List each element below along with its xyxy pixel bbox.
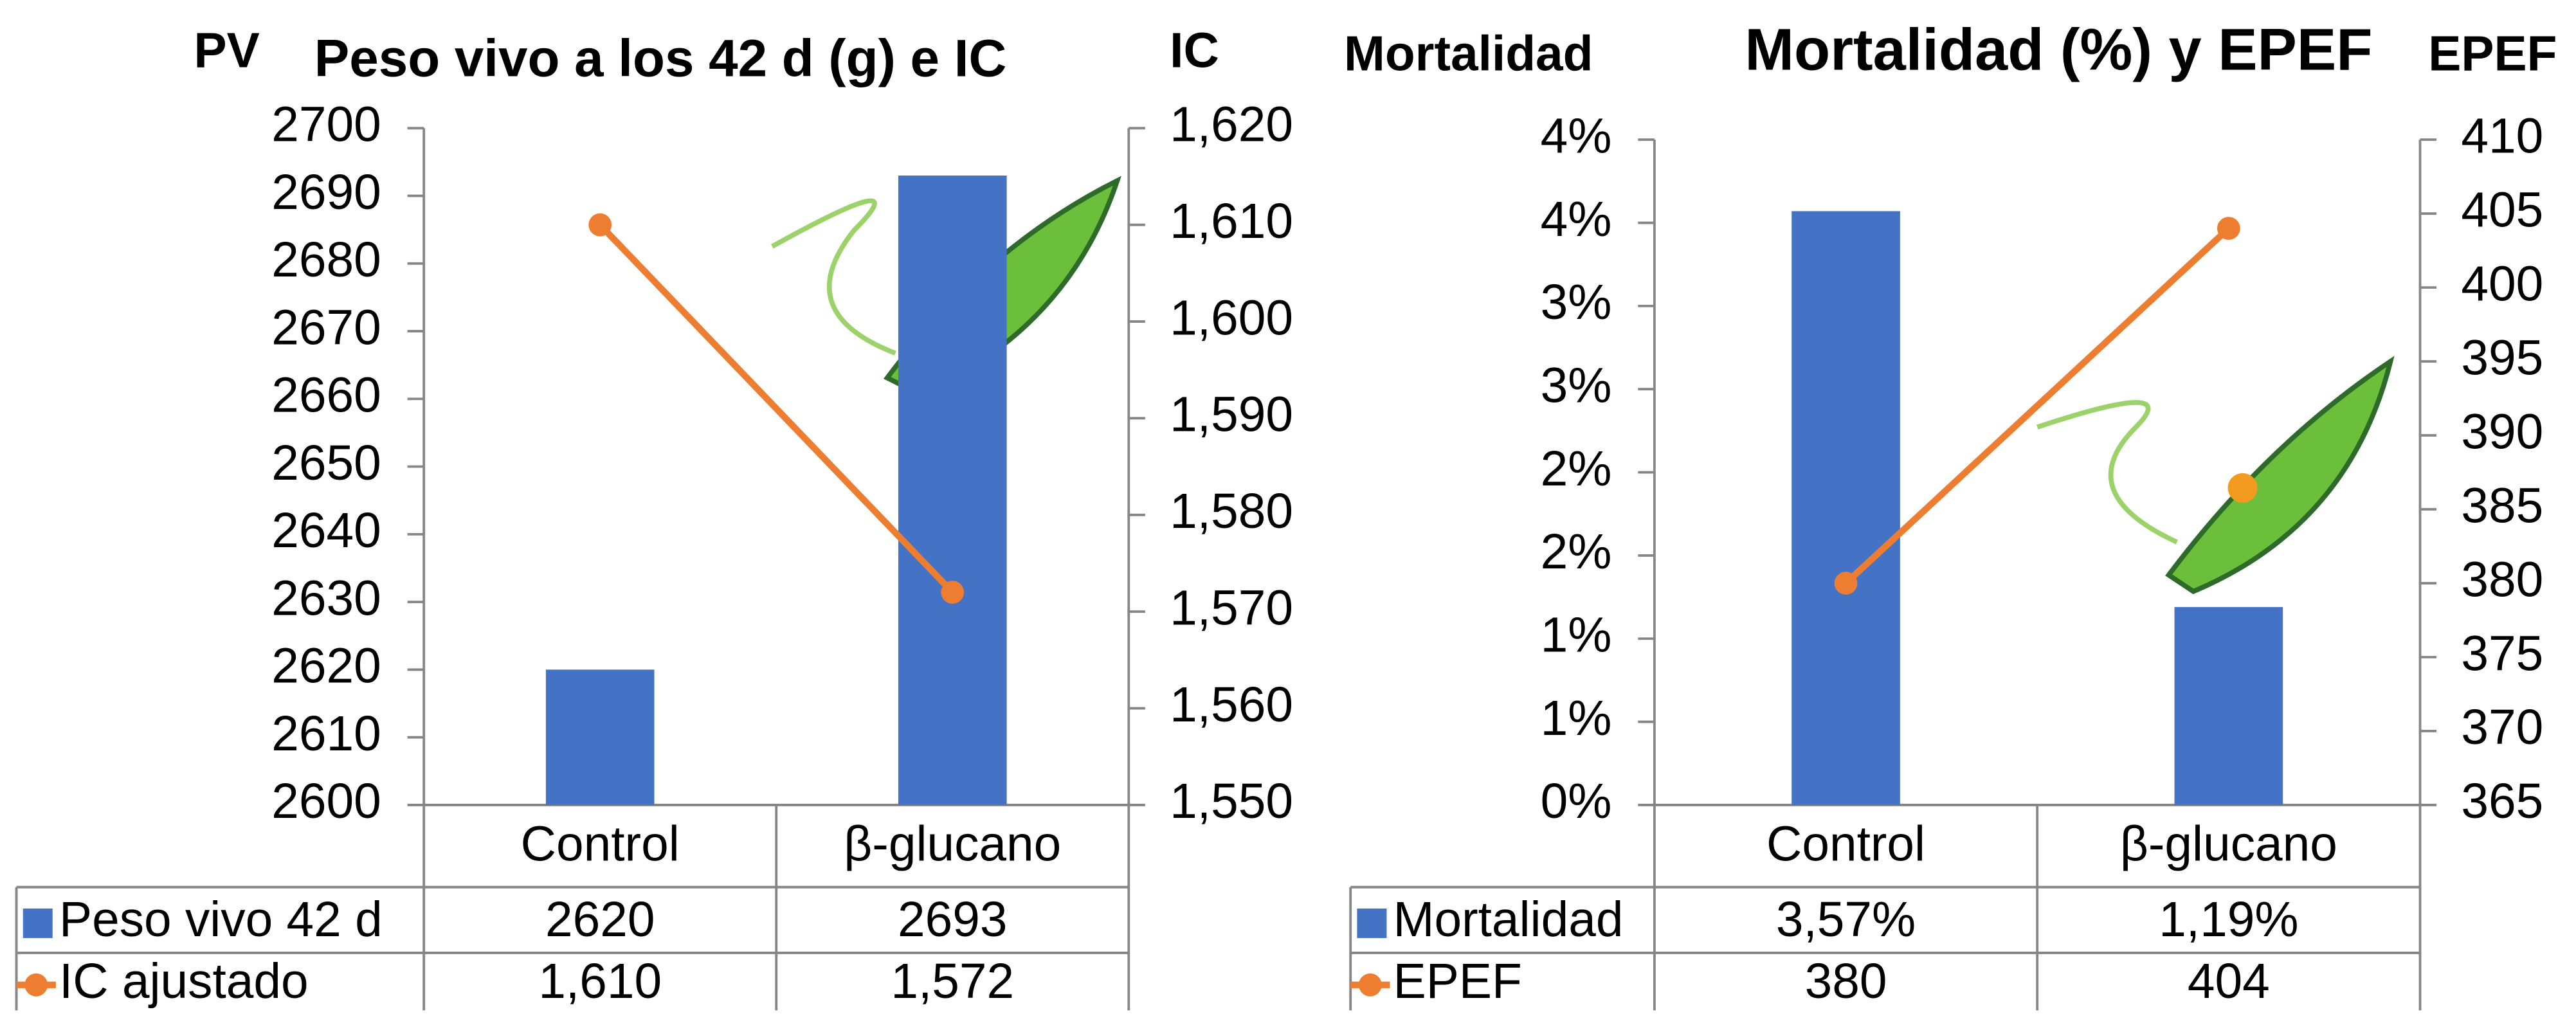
legend-marker xyxy=(23,908,53,938)
x-tick-label: β-glucano xyxy=(844,817,1061,872)
y2-tick-label: 375 xyxy=(2461,626,2543,681)
line xyxy=(597,222,955,595)
y2-tick-label: 390 xyxy=(2461,404,2543,459)
table-value: 1,572 xyxy=(891,954,1014,1009)
line-marker xyxy=(588,213,612,237)
table-value: 404 xyxy=(2188,954,2270,1009)
y-tick-label: 2% xyxy=(1541,525,1612,579)
legend-label: Mortalidad xyxy=(1393,892,1624,947)
y2-tick-label: 410 xyxy=(2461,109,2543,163)
bar xyxy=(1791,211,1900,805)
x-tick-label: β-glucano xyxy=(2120,817,2337,872)
x-tick-label: Control xyxy=(1766,817,1925,872)
y-axis-label: Mortalidad xyxy=(1344,27,1593,82)
y2-tick-label: 385 xyxy=(2461,478,2543,533)
y-tick-label: 2650 xyxy=(271,436,381,491)
legend-label: Peso vivo 42 d xyxy=(59,892,383,947)
y2-tick-label: 1,590 xyxy=(1170,388,1293,442)
y-tick-label: 3% xyxy=(1541,358,1612,413)
y2-tick-label: 400 xyxy=(2461,257,2543,311)
y2-tick-label: 405 xyxy=(2461,183,2543,237)
charts: PV Peso vivo a los 42 d (g) e IC IC Mort… xyxy=(15,17,2557,1011)
line-marker xyxy=(941,581,965,604)
legend-label: IC ajustado xyxy=(59,954,309,1009)
y-tick-label: 2620 xyxy=(271,639,381,694)
table-value: 3,57% xyxy=(1776,892,1916,947)
y-tick-label: 2640 xyxy=(271,503,381,558)
y2-tick-label: 1,620 xyxy=(1170,98,1293,152)
y2-tick-label: 1,570 xyxy=(1170,581,1293,635)
y2-tick-label: 1,600 xyxy=(1170,291,1293,345)
y2-tick-label: 395 xyxy=(2461,330,2543,385)
table-value: 380 xyxy=(1805,954,1887,1009)
y2-tick-label: 365 xyxy=(2461,774,2543,829)
y-tick-label: 2680 xyxy=(271,233,381,287)
legend-label: EPEF xyxy=(1393,954,1522,1009)
table-value: 1,19% xyxy=(2159,892,2298,947)
y2-tick-label: 1,580 xyxy=(1170,484,1293,539)
y-tick-label: 2690 xyxy=(271,165,381,220)
y2-tick-label: 1,610 xyxy=(1170,194,1293,249)
bar xyxy=(2174,607,2283,805)
y-tick-label: 3% xyxy=(1541,275,1612,330)
y-tick-label: 4% xyxy=(1541,109,1612,163)
y2-tick-label: 380 xyxy=(2461,552,2543,607)
y-tick-label: 2630 xyxy=(271,571,381,626)
y2-axis-label: EPEF xyxy=(2428,27,2557,82)
chart-title: Peso vivo a los 42 d (g) e IC xyxy=(314,30,1007,88)
y-tick-label: 2700 xyxy=(271,98,381,152)
y-tick-label: 4% xyxy=(1541,192,1612,247)
legend-marker xyxy=(1358,973,1382,997)
y-tick-label: 2610 xyxy=(271,707,381,761)
y-tick-label: 2600 xyxy=(271,774,381,829)
y-tick-label: 1% xyxy=(1541,608,1612,663)
legend-marker xyxy=(1357,908,1387,938)
line xyxy=(1844,226,2231,586)
line-marker xyxy=(2217,217,2240,240)
bar xyxy=(898,175,1007,805)
y-tick-label: 0% xyxy=(1541,774,1612,829)
legend-marker xyxy=(24,973,48,997)
y2-tick-label: 1,550 xyxy=(1170,774,1293,829)
table-value: 2693 xyxy=(898,892,1008,947)
y2-axis-label: IC xyxy=(1170,24,1219,78)
table-value: 1,610 xyxy=(538,954,662,1009)
bar xyxy=(545,669,655,805)
y-tick-label: 2660 xyxy=(271,368,381,423)
y-tick-label: 2% xyxy=(1541,442,1612,496)
y-tick-label: 1% xyxy=(1541,691,1612,746)
x-tick-label: Control xyxy=(521,817,680,872)
chart-title: Mortalidad (%) y EPEF xyxy=(1745,17,2372,83)
y2-tick-label: 370 xyxy=(2461,700,2543,755)
y2-tick-label: 1,560 xyxy=(1170,678,1293,732)
y-tick-label: 2670 xyxy=(271,300,381,355)
table-value: 2620 xyxy=(545,892,655,947)
line-marker xyxy=(1834,572,1858,595)
y-axis-label: PV xyxy=(194,24,259,78)
